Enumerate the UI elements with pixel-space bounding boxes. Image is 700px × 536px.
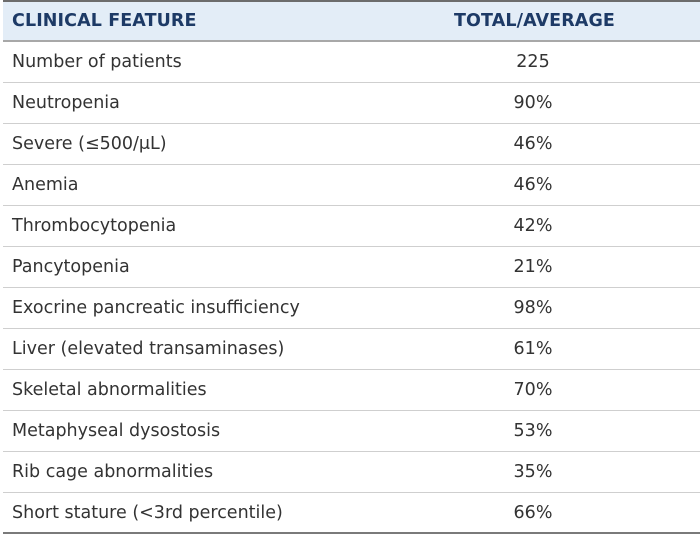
table-row: Number of patients 225 (3, 42, 700, 83)
row-feature-label: Metaphyseal dysostosis (12, 421, 221, 441)
table-row: Anemia 46% (3, 165, 700, 206)
row-value: 225 (516, 52, 550, 72)
row-value: 42% (513, 216, 553, 236)
table-row: Exocrine pancreatic insufficiency 98% (3, 288, 700, 329)
header-clinical-feature: CLINICAL FEATURE (12, 11, 197, 31)
row-value: 90% (513, 93, 553, 113)
table-row: Short stature (<3rd percentile) 66% (3, 493, 700, 534)
table-row: Liver (elevated transaminases) 61% (3, 329, 700, 370)
row-value: 66% (513, 503, 553, 523)
row-feature-label: Thrombocytopenia (12, 216, 177, 236)
row-feature-label: Rib cage abnormalities (12, 462, 214, 482)
table-body: Number of patients 225 Neutropenia 90% S… (3, 42, 700, 534)
row-value: 46% (513, 134, 553, 154)
row-value: 98% (513, 298, 553, 318)
row-value: 70% (513, 380, 553, 400)
row-value: 53% (513, 421, 553, 441)
row-feature-label: Skeletal abnormalities (12, 380, 207, 400)
row-feature-label: Pancytopenia (12, 257, 130, 277)
row-value: 21% (513, 257, 553, 277)
row-feature-label: Short stature (<3rd percentile) (12, 503, 283, 523)
row-value: 46% (513, 175, 553, 195)
row-feature-label: Number of patients (12, 52, 182, 72)
table-row: Thrombocytopenia 42% (3, 206, 700, 247)
table-header-row: CLINICAL FEATURE TOTAL/AVERAGE (3, 2, 700, 42)
row-value: 35% (513, 462, 553, 482)
row-feature-label: Exocrine pancreatic insufficiency (12, 298, 300, 318)
table-row: Neutropenia 90% (3, 83, 700, 124)
table-row: Metaphyseal dysostosis 53% (3, 411, 700, 452)
row-feature-label: Anemia (12, 175, 79, 195)
table-row: Pancytopenia 21% (3, 247, 700, 288)
top-rule (3, 0, 700, 2)
row-feature-label: Liver (elevated transaminases) (12, 339, 285, 359)
row-feature-label: Severe (≤500/μL) (12, 134, 167, 154)
row-feature-label: Neutropenia (12, 93, 120, 113)
table-row: Severe (≤500/μL) 46% (3, 124, 700, 165)
table-row: Rib cage abnormalities 35% (3, 452, 700, 493)
header-total-average: TOTAL/AVERAGE (454, 11, 615, 31)
table-row: Skeletal abnormalities 70% (3, 370, 700, 411)
row-value: 61% (513, 339, 553, 359)
